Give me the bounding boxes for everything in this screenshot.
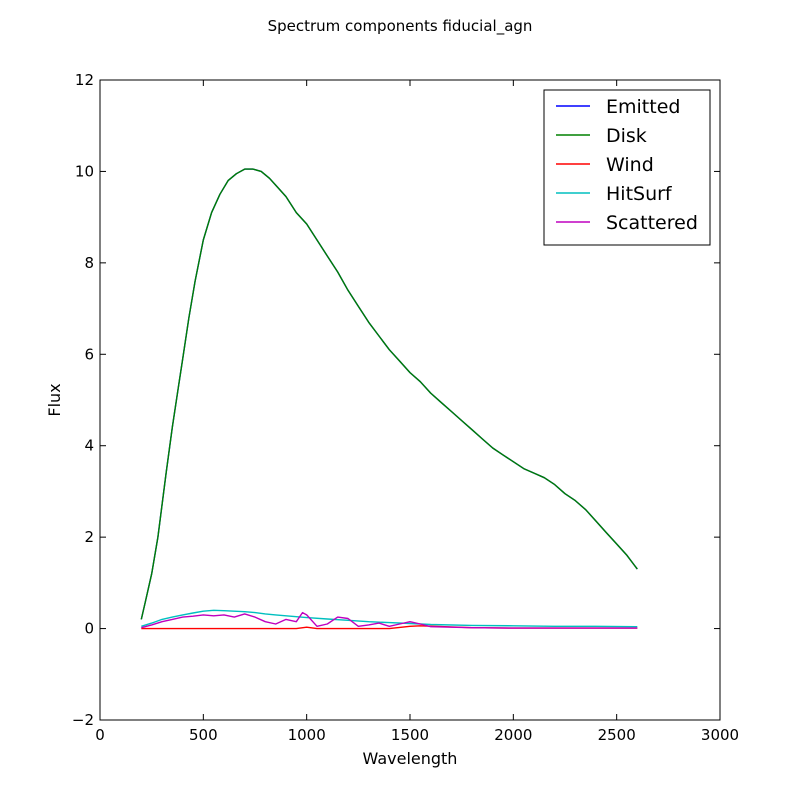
- y-axis-label: Flux: [45, 383, 64, 416]
- x-tick-label: 3000: [701, 726, 739, 744]
- y-tick-label: 12: [75, 71, 94, 89]
- series-layer: [140, 168, 638, 630]
- series-line-disk: [140, 168, 638, 620]
- legend-entry-wind: Wind: [556, 154, 654, 176]
- x-tick-label: 500: [189, 726, 218, 744]
- y-tick-label: 2: [84, 528, 94, 546]
- series-line-hitsurf: [141, 609, 638, 628]
- legend-entry-disk: Disk: [556, 125, 647, 147]
- legend-label: Wind: [606, 154, 654, 176]
- y-tick-label: −2: [72, 711, 94, 729]
- x-tick-label: 1000: [288, 726, 326, 744]
- legend-label: Disk: [606, 125, 647, 147]
- series-line-scattered: [141, 611, 638, 629]
- legend-entry-hitsurf: HitSurf: [556, 183, 673, 205]
- legend: Emitted Disk Wind HitSurf Scattered: [543, 89, 711, 246]
- y-tick-label: 0: [84, 620, 94, 638]
- y-tick-label: 10: [75, 162, 94, 180]
- x-tick-label: 1500: [391, 726, 429, 744]
- plot-area: [140, 168, 638, 630]
- x-tick-label: 0: [95, 726, 105, 744]
- legend-label: Scattered: [606, 212, 698, 234]
- x-tick-label: 2000: [494, 726, 532, 744]
- y-tick-label: 4: [84, 437, 94, 455]
- legend-entry-emitted: Emitted: [556, 96, 680, 118]
- chart-title: Spectrum components fiducial_agn: [268, 17, 533, 36]
- legend-entry-scattered: Scattered: [556, 212, 698, 234]
- legend-box: [543, 89, 711, 246]
- legend-label: HitSurf: [606, 183, 673, 205]
- legend-label: Emitted: [606, 96, 680, 118]
- y-tick-label: 8: [84, 254, 94, 272]
- x-axis-label: Wavelength: [363, 749, 458, 768]
- x-tick-label: 2500: [598, 726, 636, 744]
- y-tick-label: 6: [84, 345, 94, 363]
